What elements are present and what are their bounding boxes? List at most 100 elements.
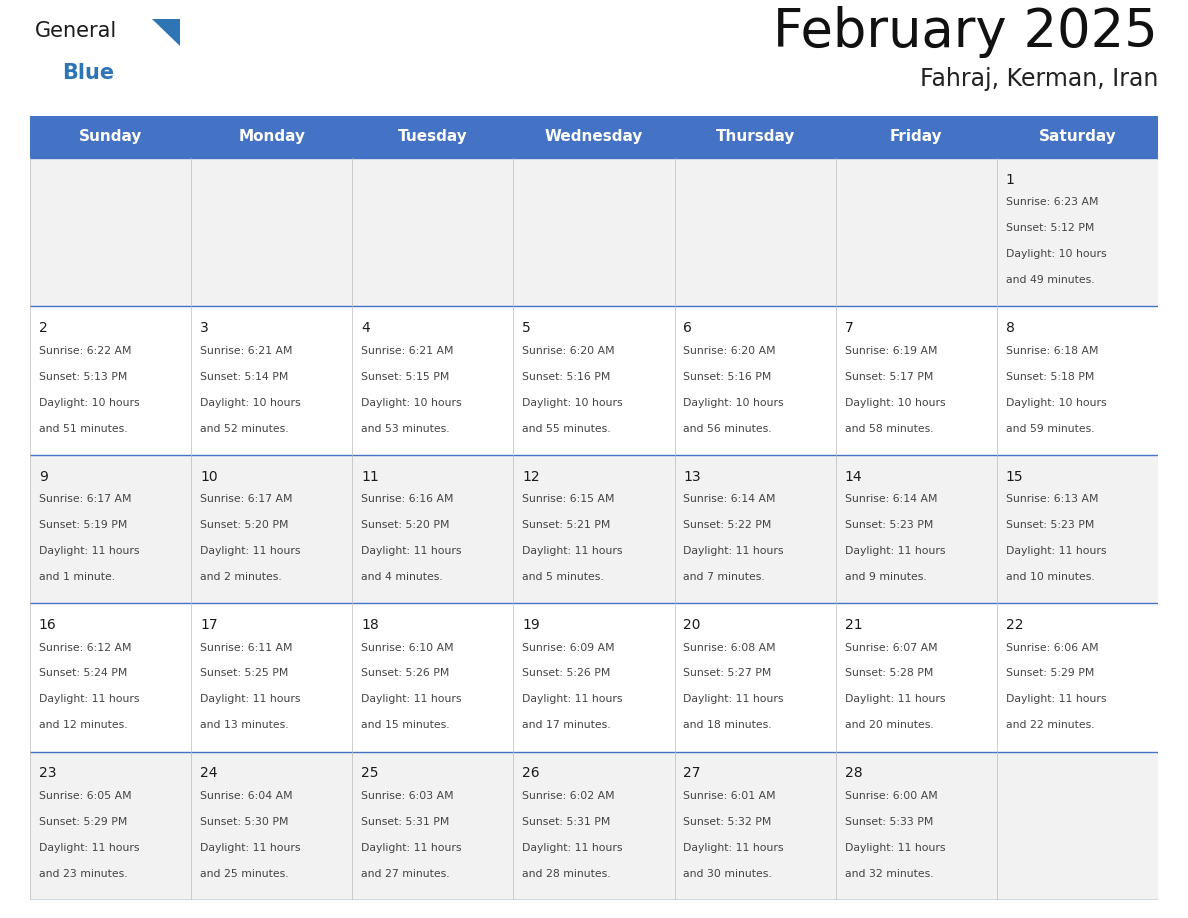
Text: 18: 18	[361, 618, 379, 632]
Bar	[191, 454, 353, 603]
Text: Daylight: 10 hours: Daylight: 10 hours	[39, 397, 139, 408]
Text: Sunrise: 6:02 AM: Sunrise: 6:02 AM	[523, 791, 615, 800]
Text: Sunset: 5:12 PM: Sunset: 5:12 PM	[1006, 223, 1094, 233]
Text: 25: 25	[361, 767, 379, 780]
Text: and 2 minutes.: and 2 minutes.	[200, 572, 282, 582]
Text: and 4 minutes.: and 4 minutes.	[361, 572, 443, 582]
Bar	[353, 158, 513, 307]
Bar	[30, 752, 191, 900]
Text: and 27 minutes.: and 27 minutes.	[361, 868, 450, 879]
Text: Sunrise: 6:08 AM: Sunrise: 6:08 AM	[683, 643, 776, 653]
Text: Daylight: 11 hours: Daylight: 11 hours	[683, 843, 784, 853]
Text: 21: 21	[845, 618, 862, 632]
Text: 5: 5	[523, 321, 531, 335]
Text: Sunrise: 6:11 AM: Sunrise: 6:11 AM	[200, 643, 292, 653]
Text: Daylight: 10 hours: Daylight: 10 hours	[845, 397, 946, 408]
Bar	[675, 158, 835, 307]
Text: Sunrise: 6:10 AM: Sunrise: 6:10 AM	[361, 643, 454, 653]
Text: Daylight: 11 hours: Daylight: 11 hours	[1006, 694, 1106, 704]
Bar	[835, 603, 997, 752]
Text: and 20 minutes.: and 20 minutes.	[845, 721, 934, 731]
Bar	[997, 307, 1158, 454]
Text: 22: 22	[1006, 618, 1023, 632]
Bar	[835, 454, 997, 603]
Text: Sunset: 5:17 PM: Sunset: 5:17 PM	[845, 372, 933, 382]
Bar	[675, 752, 835, 900]
Text: Sunset: 5:20 PM: Sunset: 5:20 PM	[361, 521, 449, 530]
Text: and 51 minutes.: and 51 minutes.	[39, 423, 127, 433]
Bar	[513, 307, 675, 454]
Bar	[191, 158, 353, 307]
Text: 20: 20	[683, 618, 701, 632]
Text: and 28 minutes.: and 28 minutes.	[523, 868, 611, 879]
Text: Daylight: 11 hours: Daylight: 11 hours	[683, 546, 784, 556]
Text: and 10 minutes.: and 10 minutes.	[1006, 572, 1094, 582]
Text: Sunset: 5:29 PM: Sunset: 5:29 PM	[1006, 668, 1094, 678]
Text: 6: 6	[683, 321, 693, 335]
Text: Daylight: 10 hours: Daylight: 10 hours	[1006, 397, 1106, 408]
Text: Tuesday: Tuesday	[398, 129, 468, 144]
Text: and 18 minutes.: and 18 minutes.	[683, 721, 772, 731]
Text: Friday: Friday	[890, 129, 942, 144]
Bar	[835, 307, 997, 454]
Text: and 56 minutes.: and 56 minutes.	[683, 423, 772, 433]
Text: Sunrise: 6:15 AM: Sunrise: 6:15 AM	[523, 494, 615, 504]
Text: Sunrise: 6:23 AM: Sunrise: 6:23 AM	[1006, 197, 1098, 207]
Text: Daylight: 11 hours: Daylight: 11 hours	[200, 546, 301, 556]
Text: and 17 minutes.: and 17 minutes.	[523, 721, 611, 731]
Bar	[513, 603, 675, 752]
Text: 23: 23	[39, 767, 56, 780]
Text: Sunrise: 6:13 AM: Sunrise: 6:13 AM	[1006, 494, 1098, 504]
Text: and 12 minutes.: and 12 minutes.	[39, 721, 127, 731]
Text: February 2025: February 2025	[773, 6, 1158, 58]
Bar	[997, 454, 1158, 603]
Text: Sunset: 5:28 PM: Sunset: 5:28 PM	[845, 668, 933, 678]
Text: Daylight: 11 hours: Daylight: 11 hours	[361, 546, 462, 556]
Text: Sunrise: 6:09 AM: Sunrise: 6:09 AM	[523, 643, 615, 653]
Text: General: General	[34, 21, 116, 41]
Text: Sunset: 5:27 PM: Sunset: 5:27 PM	[683, 668, 772, 678]
Bar	[353, 307, 513, 454]
Text: Sunrise: 6:12 AM: Sunrise: 6:12 AM	[39, 643, 132, 653]
Bar	[997, 752, 1158, 900]
Text: 13: 13	[683, 470, 701, 484]
Bar	[513, 158, 675, 307]
Text: and 1 minute.: and 1 minute.	[39, 572, 115, 582]
Text: Sunset: 5:13 PM: Sunset: 5:13 PM	[39, 372, 127, 382]
Text: 16: 16	[39, 618, 57, 632]
Text: Sunset: 5:23 PM: Sunset: 5:23 PM	[845, 521, 933, 530]
Bar	[353, 454, 513, 603]
Bar	[997, 603, 1158, 752]
Text: Daylight: 11 hours: Daylight: 11 hours	[39, 546, 139, 556]
Text: Daylight: 11 hours: Daylight: 11 hours	[845, 694, 946, 704]
Text: and 55 minutes.: and 55 minutes.	[523, 423, 611, 433]
Text: Sunset: 5:33 PM: Sunset: 5:33 PM	[845, 817, 933, 827]
Text: Sunset: 5:32 PM: Sunset: 5:32 PM	[683, 817, 772, 827]
Text: Daylight: 10 hours: Daylight: 10 hours	[1006, 250, 1106, 259]
Text: and 59 minutes.: and 59 minutes.	[1006, 423, 1094, 433]
Text: Daylight: 11 hours: Daylight: 11 hours	[523, 694, 623, 704]
Bar	[835, 158, 997, 307]
Text: and 32 minutes.: and 32 minutes.	[845, 868, 934, 879]
Text: 4: 4	[361, 321, 369, 335]
Text: Blue: Blue	[62, 62, 114, 83]
Text: Daylight: 11 hours: Daylight: 11 hours	[1006, 546, 1106, 556]
Text: and 15 minutes.: and 15 minutes.	[361, 721, 450, 731]
Text: Sunset: 5:30 PM: Sunset: 5:30 PM	[200, 817, 289, 827]
Text: Sunset: 5:26 PM: Sunset: 5:26 PM	[361, 668, 449, 678]
Text: Daylight: 11 hours: Daylight: 11 hours	[200, 843, 301, 853]
Bar	[675, 454, 835, 603]
Text: Sunset: 5:31 PM: Sunset: 5:31 PM	[361, 817, 449, 827]
Text: Sunset: 5:16 PM: Sunset: 5:16 PM	[523, 372, 611, 382]
Bar	[513, 752, 675, 900]
Text: Monday: Monday	[239, 129, 305, 144]
Text: Daylight: 10 hours: Daylight: 10 hours	[361, 397, 462, 408]
Text: Sunset: 5:20 PM: Sunset: 5:20 PM	[200, 521, 289, 530]
Text: Sunrise: 6:06 AM: Sunrise: 6:06 AM	[1006, 643, 1099, 653]
Text: 14: 14	[845, 470, 862, 484]
Bar	[191, 307, 353, 454]
Text: Daylight: 10 hours: Daylight: 10 hours	[200, 397, 301, 408]
Text: 26: 26	[523, 767, 539, 780]
Text: 28: 28	[845, 767, 862, 780]
Text: 1: 1	[1006, 173, 1015, 187]
